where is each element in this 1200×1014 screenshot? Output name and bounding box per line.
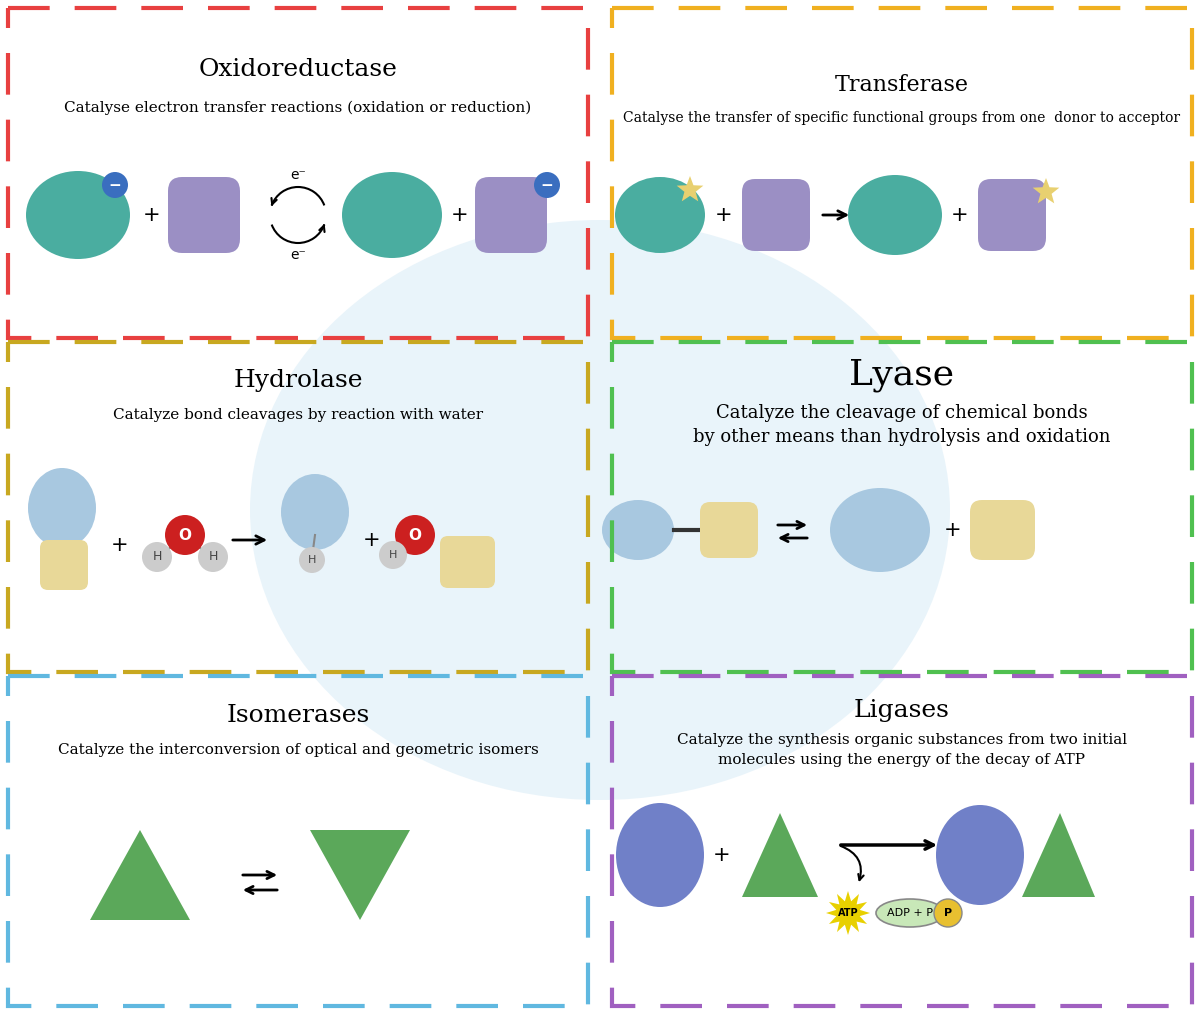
Text: +: + bbox=[143, 205, 161, 225]
Ellipse shape bbox=[830, 488, 930, 572]
Text: +: + bbox=[112, 535, 128, 555]
Polygon shape bbox=[310, 830, 410, 920]
Polygon shape bbox=[90, 830, 190, 920]
Ellipse shape bbox=[616, 803, 704, 907]
Text: O: O bbox=[408, 527, 421, 542]
Polygon shape bbox=[1033, 178, 1060, 204]
Text: P: P bbox=[944, 908, 952, 918]
Ellipse shape bbox=[342, 172, 442, 258]
FancyBboxPatch shape bbox=[700, 502, 758, 558]
Ellipse shape bbox=[26, 171, 130, 259]
Text: H: H bbox=[152, 551, 162, 564]
Bar bbox=[612, 8, 1192, 338]
FancyBboxPatch shape bbox=[440, 536, 496, 588]
Circle shape bbox=[934, 899, 962, 927]
Bar bbox=[8, 8, 588, 338]
Circle shape bbox=[395, 515, 436, 555]
FancyBboxPatch shape bbox=[475, 177, 547, 254]
Circle shape bbox=[166, 515, 205, 555]
Text: Hydrolase: Hydrolase bbox=[233, 368, 362, 391]
Text: +: + bbox=[952, 205, 968, 225]
Ellipse shape bbox=[936, 805, 1024, 906]
Circle shape bbox=[198, 542, 228, 572]
Text: Ligases: Ligases bbox=[854, 699, 950, 722]
Circle shape bbox=[379, 541, 407, 569]
Bar bbox=[612, 676, 1192, 1006]
FancyBboxPatch shape bbox=[168, 177, 240, 254]
Bar bbox=[8, 676, 588, 1006]
Text: +: + bbox=[944, 520, 962, 540]
Text: e⁻: e⁻ bbox=[290, 248, 306, 262]
Text: Catalyze the cleavage of chemical bonds
by other means than hydrolysis and oxida: Catalyze the cleavage of chemical bonds … bbox=[694, 404, 1111, 446]
Polygon shape bbox=[677, 176, 703, 202]
Text: +: + bbox=[713, 845, 731, 865]
Polygon shape bbox=[1022, 813, 1096, 897]
Ellipse shape bbox=[848, 175, 942, 255]
Ellipse shape bbox=[250, 220, 950, 800]
Text: Oxidoreductase: Oxidoreductase bbox=[198, 59, 397, 81]
FancyBboxPatch shape bbox=[978, 179, 1046, 251]
Text: Isomerases: Isomerases bbox=[227, 704, 370, 726]
Text: +: + bbox=[715, 205, 733, 225]
Circle shape bbox=[534, 172, 560, 198]
Text: −: − bbox=[109, 177, 121, 193]
Circle shape bbox=[299, 547, 325, 573]
Ellipse shape bbox=[602, 500, 674, 560]
Bar bbox=[8, 342, 588, 672]
Bar bbox=[612, 342, 1192, 672]
Text: H: H bbox=[389, 550, 397, 560]
Text: O: O bbox=[179, 527, 192, 542]
Text: ADP + P: ADP + P bbox=[887, 908, 934, 918]
Text: Transferase: Transferase bbox=[835, 74, 970, 96]
Text: −: − bbox=[541, 177, 553, 193]
Text: +: + bbox=[364, 530, 380, 550]
Polygon shape bbox=[742, 813, 818, 897]
Circle shape bbox=[142, 542, 172, 572]
FancyBboxPatch shape bbox=[40, 540, 88, 590]
Text: Catalyze the synthesis organic substances from two initial
molecules using the e: Catalyze the synthesis organic substance… bbox=[677, 733, 1127, 767]
Text: Catalyse the transfer of specific functional groups from one  donor to acceptor: Catalyse the transfer of specific functi… bbox=[624, 111, 1181, 125]
Text: Lyase: Lyase bbox=[850, 358, 954, 392]
Text: ATP: ATP bbox=[838, 908, 858, 918]
Text: e⁻: e⁻ bbox=[290, 168, 306, 182]
Text: H: H bbox=[308, 555, 316, 565]
Ellipse shape bbox=[28, 468, 96, 548]
FancyBboxPatch shape bbox=[970, 500, 1034, 560]
Text: +: + bbox=[451, 205, 469, 225]
Polygon shape bbox=[826, 891, 870, 935]
FancyBboxPatch shape bbox=[742, 179, 810, 251]
Ellipse shape bbox=[876, 899, 944, 927]
Text: Catalyze the interconversion of optical and geometric isomers: Catalyze the interconversion of optical … bbox=[58, 743, 539, 757]
Text: Catalyze bond cleavages by reaction with water: Catalyze bond cleavages by reaction with… bbox=[113, 408, 484, 422]
Text: Catalyse electron transfer reactions (oxidation or reduction): Catalyse electron transfer reactions (ox… bbox=[65, 100, 532, 116]
Text: H: H bbox=[209, 551, 217, 564]
Ellipse shape bbox=[616, 177, 706, 254]
Ellipse shape bbox=[281, 474, 349, 550]
Circle shape bbox=[102, 172, 128, 198]
